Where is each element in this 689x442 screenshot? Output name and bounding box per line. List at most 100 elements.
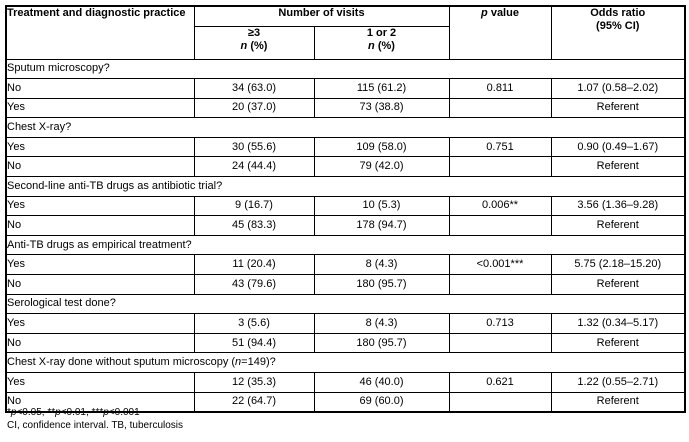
column-header-practice: Treatment and diagnostic practice: [5, 5, 195, 60]
section-title: Serological test done?: [5, 293, 686, 315]
column-header-odds-ratio: Odds ratio (95% CI): [550, 5, 686, 60]
cell-visits-1or2: 73 (38.8): [313, 97, 450, 119]
footnote-significance: *p<0.05, **p<0.01, ***p<0.001: [7, 406, 183, 419]
section-header-row: Serological test done?: [5, 293, 686, 315]
cell-visits-1or2: 180 (95.7): [313, 274, 450, 295]
n-italic: n: [240, 39, 248, 52]
cell-visits-1or2: 8 (4.3): [313, 254, 450, 276]
1or2-label: 1 or 2: [366, 26, 397, 39]
footnote-text: *: [7, 407, 11, 418]
column-header-number-of-visits: Number of visits: [193, 5, 450, 27]
section-title-post: =149)?: [241, 356, 276, 369]
cell-visits-ge3: 45 (83.3): [193, 215, 315, 236]
table-row: Yes 9 (16.7) 10 (5.3) 0.006** 3.56 (1.36…: [5, 195, 686, 217]
odds-ratio-line1: Odds ratio: [590, 7, 646, 19]
footnote-p-italic: p: [103, 407, 109, 418]
footnote-text: <0.01, ***: [60, 407, 104, 418]
table-row: Yes 30 (55.6) 109 (58.0) 0.751 0.90 (0.4…: [5, 136, 686, 158]
section-header-row: Anti-TB drugs as empirical treatment?: [5, 234, 686, 256]
cell-p-value: [448, 274, 552, 295]
footnote-text: <0.05, **: [16, 407, 56, 418]
cell-odds-ratio: 5.75 (2.18–15.20): [550, 254, 686, 276]
footnote-abbreviations: CI, confidence interval. TB, tuberculosi…: [7, 420, 184, 431]
cell-visits-ge3: 51 (94.4): [193, 332, 315, 354]
row-label: No: [5, 391, 195, 413]
section-title: Sputum microscopy?: [5, 58, 686, 80]
cell-visits-1or2: 79 (42.0): [313, 156, 450, 178]
cell-visits-ge3: 9 (16.7): [193, 195, 315, 217]
table-row: No 45 (83.3) 178 (94.7) Referent: [5, 215, 686, 236]
cell-p-value: [448, 156, 552, 178]
cell-odds-ratio: 3.56 (1.36–9.28): [550, 195, 686, 217]
section-title-pre: Chest X-ray done without sputum microsco…: [7, 356, 236, 369]
table-row: No 51 (94.4) 180 (95.7) Referent: [5, 332, 686, 354]
cell-p-value: [448, 215, 552, 236]
row-label: Yes: [5, 372, 195, 393]
table-row: Yes 11 (20.4) 8 (4.3) <0.001*** 5.75 (2.…: [5, 254, 686, 276]
cell-odds-ratio: Referent: [550, 156, 686, 178]
results-table: Treatment and diagnostic practice Number…: [5, 5, 686, 413]
row-label: No: [5, 156, 195, 178]
row-label: Yes: [5, 195, 195, 217]
cell-odds-ratio: Referent: [550, 332, 686, 354]
footnote-p-italic: p: [10, 407, 17, 418]
p-value-rest: value: [487, 7, 519, 19]
cell-visits-1or2: 178 (94.7): [313, 215, 450, 236]
row-label: Yes: [5, 254, 195, 276]
cell-visits-ge3: 12 (35.3): [193, 372, 315, 393]
section-header-row: Chest X-ray done without sputum microsco…: [5, 352, 686, 373]
cell-p-value: [448, 332, 552, 354]
header-row-2: ≥3 n (%) 1 or 2 n (%): [6, 25, 685, 60]
ge3-label: ≥3: [247, 26, 261, 39]
cell-visits-ge3: 3 (5.6): [193, 313, 315, 334]
table-row: No 22 (64.7) 69 (60.0) Referent: [5, 391, 686, 413]
cell-odds-ratio: 1.32 (0.34–5.17): [550, 313, 686, 334]
section-header-row: Sputum microscopy?: [5, 58, 686, 80]
cell-p-value: 0.751: [448, 136, 552, 158]
cell-p-value: 0.713: [448, 313, 552, 334]
row-label: Yes: [5, 313, 195, 334]
section-title: Chest X-ray done without sputum microsco…: [5, 352, 686, 373]
cell-odds-ratio: Referent: [550, 215, 686, 236]
cell-visits-1or2: 115 (61.2): [313, 78, 450, 99]
cell-odds-ratio: 1.22 (0.55–2.71): [550, 372, 686, 393]
cell-odds-ratio: Referent: [550, 97, 686, 119]
table-row: Yes 12 (35.3) 46 (40.0) 0.621 1.22 (0.55…: [5, 372, 686, 393]
row-label: No: [5, 332, 195, 354]
cell-visits-ge3: 22 (64.7): [193, 391, 315, 413]
1or2-n-pct: n (%): [315, 40, 448, 53]
table-row: No 34 (63.0) 115 (61.2) 0.811 1.07 (0.58…: [5, 78, 686, 99]
cell-odds-ratio: 0.90 (0.49–1.67): [550, 136, 686, 158]
table-row: Yes 3 (5.6) 8 (4.3) 0.713 1.32 (0.34–5.1…: [5, 313, 686, 334]
cell-visits-1or2: 69 (60.0): [313, 391, 450, 413]
section-header-row: Chest X-ray?: [5, 117, 686, 138]
column-header-ge3-visits: ≥3 n (%): [193, 25, 315, 60]
cell-p-value: 0.621: [448, 372, 552, 393]
column-header-1or2-visits: 1 or 2 n (%): [313, 25, 450, 60]
footnotes: *p<0.05, **p<0.01, ***p<0.001 CI, confid…: [7, 406, 183, 432]
cell-odds-ratio: Referent: [550, 391, 686, 413]
cell-visits-ge3: 24 (44.4): [193, 156, 315, 178]
cell-visits-1or2: 180 (95.7): [313, 332, 450, 354]
cell-p-value: 0.006**: [448, 195, 552, 217]
odds-ratio-line2: (95% CI): [596, 20, 640, 32]
row-label: No: [5, 215, 195, 236]
table-row: Yes 20 (37.0) 73 (38.8) Referent: [5, 97, 686, 119]
footnote-text: <0.001: [108, 407, 140, 418]
section-title: Chest X-ray?: [5, 117, 686, 138]
column-header-p-value: p value: [448, 5, 552, 60]
section-title: Anti-TB drugs as empirical treatment?: [5, 234, 686, 256]
cell-odds-ratio: 1.07 (0.58–2.02): [550, 78, 686, 99]
section-title: Second-line anti-TB drugs as antibiotic …: [5, 176, 686, 197]
cell-odds-ratio: Referent: [550, 274, 686, 295]
cell-visits-ge3: 34 (63.0): [193, 78, 315, 99]
cell-p-value: [448, 97, 552, 119]
cell-visits-1or2: 46 (40.0): [313, 372, 450, 393]
p-value-italic: p: [481, 7, 488, 19]
n-rest: (%): [247, 39, 268, 52]
row-label: Yes: [5, 97, 195, 119]
section-title-n-italic: n: [235, 356, 242, 369]
cell-visits-1or2: 10 (5.3): [313, 195, 450, 217]
footnote-p-italic: p: [55, 407, 61, 418]
